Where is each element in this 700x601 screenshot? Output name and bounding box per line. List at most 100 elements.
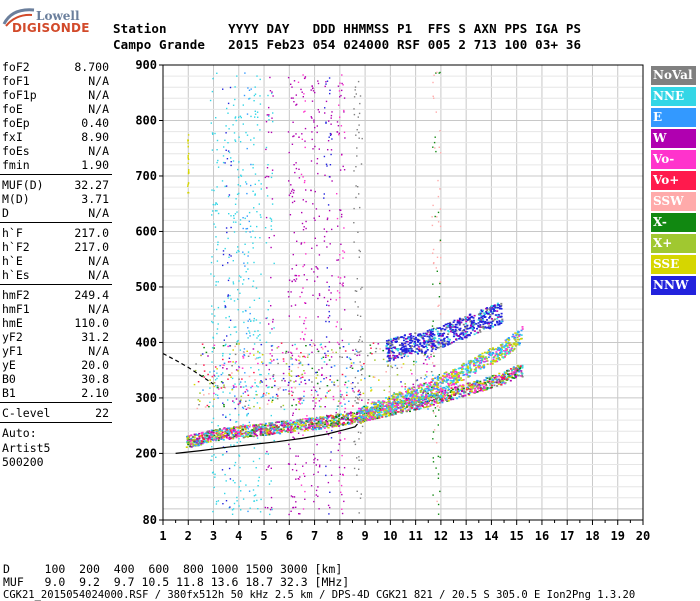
echo-point bbox=[490, 363, 492, 365]
echo-point bbox=[228, 257, 229, 258]
echo-point bbox=[489, 352, 491, 354]
echo-point bbox=[230, 157, 231, 158]
echo-point bbox=[257, 117, 258, 118]
echo-point bbox=[263, 393, 265, 394]
echo-point bbox=[341, 74, 342, 75]
echo-point bbox=[488, 356, 490, 358]
echo-point bbox=[248, 330, 249, 331]
echo-point bbox=[368, 416, 370, 418]
echo-point bbox=[283, 389, 285, 390]
echo-point bbox=[288, 385, 289, 386]
echo-point bbox=[232, 400, 234, 401]
echo-point bbox=[361, 493, 362, 494]
echo-point bbox=[441, 398, 443, 400]
echo-point bbox=[242, 169, 243, 170]
echo-point bbox=[417, 353, 419, 355]
echo-point bbox=[380, 415, 382, 417]
echo-point bbox=[462, 395, 464, 397]
echo-point bbox=[453, 331, 455, 333]
echo-point bbox=[342, 257, 343, 258]
echo-point bbox=[420, 377, 422, 378]
echo-point bbox=[253, 334, 254, 335]
echo-point bbox=[238, 117, 239, 118]
echo-point bbox=[435, 416, 436, 417]
echo-point bbox=[386, 410, 388, 412]
echo-point bbox=[331, 115, 332, 116]
echo-point bbox=[242, 283, 243, 284]
echo-point bbox=[444, 395, 446, 397]
echo-point bbox=[262, 434, 264, 436]
echo-point bbox=[223, 250, 224, 251]
echo-point bbox=[247, 148, 248, 149]
echo-point bbox=[265, 423, 267, 425]
echo-point bbox=[239, 293, 240, 294]
echo-point bbox=[408, 388, 410, 390]
echo-point bbox=[353, 108, 354, 109]
echo-point bbox=[515, 341, 517, 343]
echo-point bbox=[222, 89, 223, 90]
echo-point bbox=[360, 288, 361, 289]
echo-point bbox=[395, 357, 397, 359]
echo-point bbox=[404, 356, 406, 357]
echo-point bbox=[228, 280, 229, 281]
echo-point bbox=[305, 345, 307, 346]
echo-point bbox=[409, 342, 411, 344]
echo-point bbox=[421, 388, 423, 390]
echo-point bbox=[480, 390, 482, 392]
echo-point bbox=[441, 379, 443, 381]
echo-point bbox=[344, 169, 345, 170]
echo-point bbox=[235, 362, 236, 363]
echo-point bbox=[258, 427, 260, 429]
echo-point bbox=[357, 491, 358, 492]
echo-point bbox=[312, 148, 313, 149]
echo-point bbox=[375, 351, 377, 352]
echo-point bbox=[389, 355, 391, 357]
echo-point bbox=[504, 346, 506, 348]
echo-point bbox=[418, 402, 420, 403]
echo-point bbox=[268, 466, 269, 467]
echo-point bbox=[473, 392, 475, 394]
echo-point bbox=[328, 482, 329, 483]
echo-point bbox=[491, 385, 493, 387]
echo-point bbox=[249, 307, 250, 308]
echo-point bbox=[305, 76, 306, 77]
echo-point bbox=[294, 201, 295, 202]
echo-point bbox=[339, 444, 340, 445]
echo-point bbox=[437, 379, 439, 381]
echo-point bbox=[302, 139, 303, 140]
echo-point bbox=[440, 339, 442, 341]
echo-point bbox=[294, 279, 295, 280]
echo-point bbox=[293, 413, 294, 414]
echo-point bbox=[347, 387, 349, 388]
echo-point bbox=[290, 429, 292, 431]
echo-point bbox=[298, 456, 299, 457]
echo-point bbox=[447, 333, 449, 335]
echo-point bbox=[256, 211, 257, 212]
echo-point bbox=[268, 132, 269, 133]
echo-point bbox=[312, 425, 314, 427]
echo-point bbox=[225, 306, 226, 307]
echo-point bbox=[363, 363, 365, 364]
echo-point bbox=[372, 418, 374, 420]
echo-point bbox=[269, 77, 270, 78]
echo-point bbox=[385, 371, 387, 372]
echo-point bbox=[437, 389, 439, 391]
echo-point bbox=[499, 321, 501, 323]
echo-point bbox=[432, 284, 433, 285]
echo-point bbox=[436, 442, 437, 443]
echo-point bbox=[217, 242, 218, 243]
echo-point bbox=[390, 339, 392, 341]
echo-point bbox=[518, 335, 520, 337]
echo-point bbox=[331, 430, 332, 431]
echo-point bbox=[356, 412, 358, 414]
echo-point bbox=[305, 100, 306, 101]
echo-point bbox=[330, 164, 331, 165]
echo-point bbox=[433, 404, 435, 406]
echo-point bbox=[324, 228, 325, 229]
echo-point bbox=[426, 388, 428, 390]
echo-point bbox=[326, 377, 327, 378]
echo-point bbox=[223, 404, 225, 405]
echo-point bbox=[340, 390, 341, 391]
echo-point bbox=[357, 397, 358, 398]
echo-point bbox=[486, 358, 488, 360]
